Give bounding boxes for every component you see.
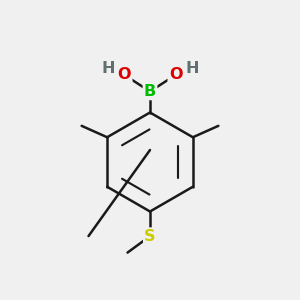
Text: O: O: [169, 68, 182, 82]
Text: B: B: [144, 84, 156, 99]
Text: S: S: [144, 229, 156, 244]
Text: O: O: [118, 68, 131, 82]
Text: H: H: [185, 61, 199, 76]
Text: H: H: [101, 61, 115, 76]
